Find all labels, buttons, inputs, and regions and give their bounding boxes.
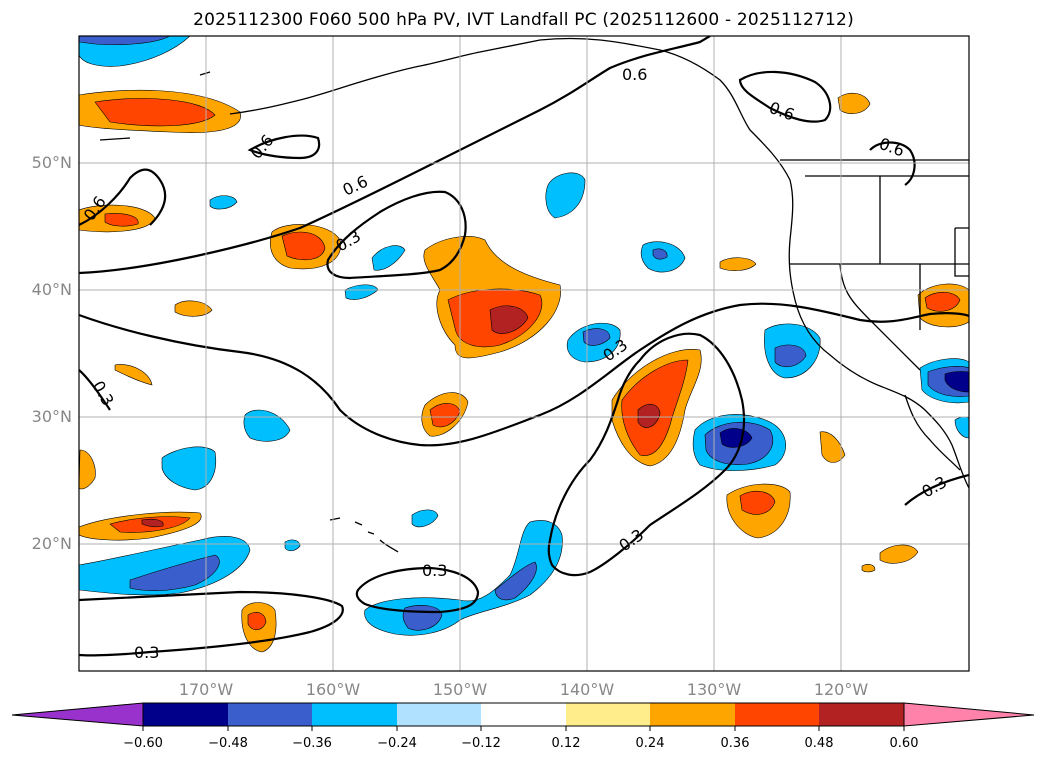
colorbar-tick-label: 0.12: [551, 736, 581, 751]
colorbar-segment: [650, 703, 735, 726]
lon-label: 160°W: [305, 680, 361, 699]
colorbar-extend-left: [11, 702, 144, 727]
colorbar-tick-label: −0.60: [123, 736, 163, 751]
contour-label: 0.3: [422, 561, 447, 580]
pv-negative-anomalies: [79, 36, 969, 636]
lon-label: 130°W: [686, 680, 742, 699]
graticule: [79, 36, 969, 671]
colorbar: [11, 702, 1035, 731]
colorbar-tick-label: −0.48: [208, 736, 248, 751]
lon-label: 140°W: [559, 680, 615, 699]
colorbar-segment: [397, 703, 481, 726]
colorbar-segment: [312, 703, 397, 726]
contour-label: 0.6: [622, 65, 647, 84]
colorbar-segment: [481, 703, 566, 726]
colorbar-segment: [566, 703, 650, 726]
lon-label: 120°W: [813, 680, 869, 699]
colorbar-tick-label: 0.48: [804, 736, 834, 751]
colorbar-tick-label: 0.36: [720, 736, 750, 751]
contour-label: 0.3: [134, 643, 159, 662]
lat-label: 40°N: [31, 280, 72, 299]
map-frame: [78, 35, 970, 672]
coastlines: [99, 37, 969, 553]
colorbar-segment: [143, 703, 228, 726]
colorbar-segment: [735, 703, 819, 726]
lat-label: 30°N: [31, 407, 72, 426]
lat-label: 50°N: [31, 153, 72, 172]
colorbar-tick-label: −0.12: [461, 736, 501, 751]
pv-positive-anomalies: [79, 89, 969, 653]
lon-label: 150°W: [432, 680, 488, 699]
lat-label: 20°N: [31, 534, 72, 553]
map-title: 2025112300 F060 500 hPa PV, IVT Landfall…: [193, 10, 854, 30]
colorbar-tick-label: 0.60: [889, 736, 919, 751]
colorbar-tick-label: 0.24: [635, 736, 665, 751]
colorbar-tick-label: −0.24: [377, 736, 417, 751]
pc-contours: [79, 36, 969, 657]
colorbar-extend-right: [903, 702, 1035, 727]
lon-label: 170°W: [178, 680, 234, 699]
colorbar-tick-label: −0.36: [292, 736, 332, 751]
colorbar-segment: [228, 703, 312, 726]
colorbar-segment: [819, 703, 904, 726]
